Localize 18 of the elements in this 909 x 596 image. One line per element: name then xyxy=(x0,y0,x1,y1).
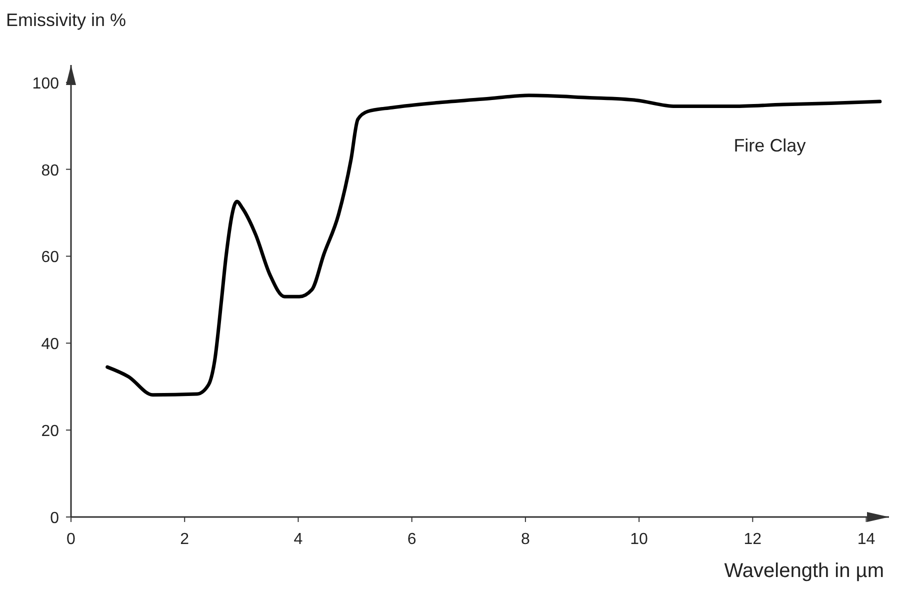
line-series xyxy=(106,94,882,397)
x-tick-label: 0 xyxy=(66,531,76,548)
y-tick-label: 80 xyxy=(41,162,60,180)
series-label: Fire Clay xyxy=(734,136,806,156)
y-tick-label: 0 xyxy=(50,510,60,527)
y-axis-title: Emissivity in % xyxy=(6,10,126,30)
x-axis-title: Wavelength in µm xyxy=(724,560,884,582)
y-tick-label: 20 xyxy=(41,423,60,440)
x-tick-label: 4 xyxy=(294,531,303,548)
y-tick-label: 40 xyxy=(41,336,60,354)
x-tick-label: 2 xyxy=(180,531,190,548)
x-tick-label: 6 xyxy=(407,531,416,548)
x-tick-label: 14 xyxy=(857,531,876,548)
x-tick-label: 12 xyxy=(744,531,762,548)
y-tick-label: 100 xyxy=(32,75,60,92)
x-tick-label: 10 xyxy=(630,531,648,548)
y-tick-label: 60 xyxy=(41,249,60,266)
x-tick-label: 8 xyxy=(520,531,530,548)
